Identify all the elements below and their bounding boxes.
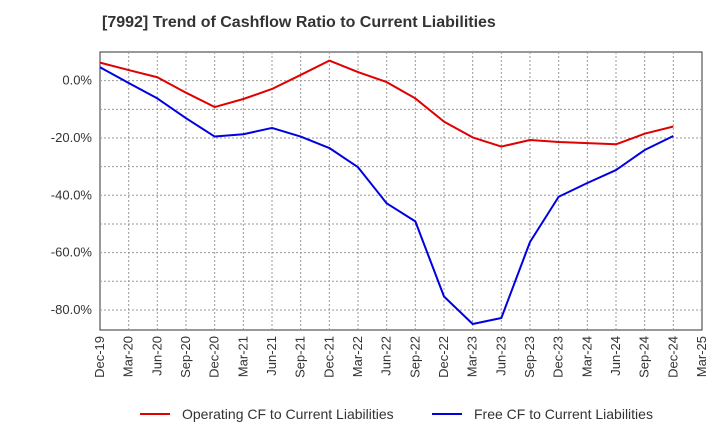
x-tick-label: Mar-22 <box>350 336 365 377</box>
x-tick-label: Sep-21 <box>293 336 308 378</box>
x-tick-label: Mar-20 <box>121 336 136 377</box>
x-tick-label: Mar-21 <box>235 336 250 377</box>
free-cf-series-line <box>99 66 674 325</box>
horizontal-gridlines <box>100 80 702 311</box>
y-tick-label: -60.0% <box>51 245 93 260</box>
x-tick-label: Sep-23 <box>522 336 537 378</box>
x-tick-label: Jun-23 <box>493 336 508 376</box>
y-tick-label: 0.0% <box>62 73 92 88</box>
chart-title: [7992] Trend of Cashflow Ratio to Curren… <box>102 14 496 31</box>
x-tick-label: Jun-21 <box>264 336 279 376</box>
x-tick-label: Mar-23 <box>465 336 480 377</box>
y-tick-label: -80.0% <box>51 302 93 317</box>
x-tick-label: Dec-23 <box>551 336 566 378</box>
x-tick-label: Sep-24 <box>637 336 652 378</box>
x-tick-label: Dec-20 <box>207 336 222 378</box>
series-layer <box>99 59 674 325</box>
plot-area <box>99 51 703 331</box>
x-tick-label: Dec-24 <box>665 336 680 378</box>
x-axis-tick-labels: Dec-19 Mar-20 Jun-20 Sep-20 Dec-20 Mar-21 Jun-… <box>92 336 709 378</box>
x-tick-label: Mar-24 <box>579 336 594 377</box>
x-tick-label: Dec-19 <box>92 336 107 378</box>
y-tick-label: -20.0% <box>51 130 93 145</box>
x-tick-label: Mar-25 <box>694 336 709 377</box>
x-tick-label: Sep-22 <box>407 336 422 378</box>
x-tick-label: Sep-20 <box>178 336 193 378</box>
legend: Operating CF to Current Liabilities Free … <box>140 406 653 422</box>
x-tick-label: Dec-22 <box>436 336 451 378</box>
y-tick-label: -40.0% <box>51 187 93 202</box>
x-tick-label: Jun-22 <box>379 336 394 376</box>
operating-cf-series-line <box>99 59 674 148</box>
x-tick-label: Jun-20 <box>149 336 164 376</box>
legend-label: Free CF to Current Liabilities <box>474 406 653 422</box>
y-axis-tick-labels: 0.0% -20.0% -40.0% -60.0% -80.0% <box>51 73 93 317</box>
legend-label: Operating CF to Current Liabilities <box>182 406 394 422</box>
x-tick-label: Dec-21 <box>321 336 336 378</box>
x-tick-label: Jun-24 <box>608 336 623 376</box>
